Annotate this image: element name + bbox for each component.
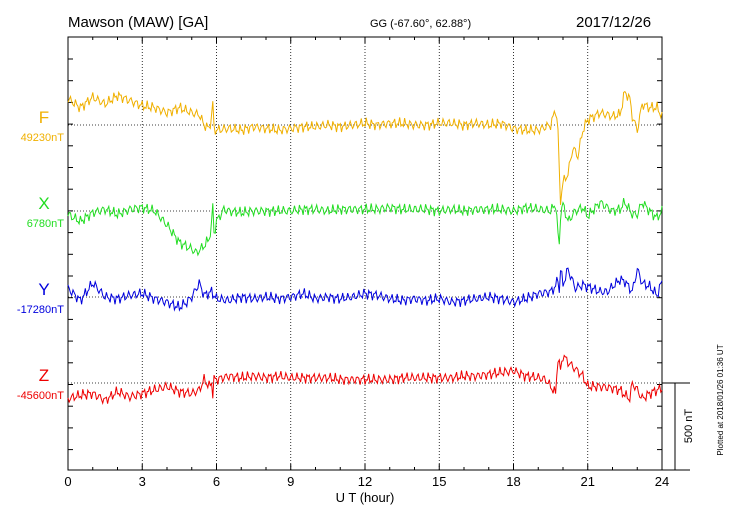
scale-bar-label: 500 nT [683,409,695,444]
x-tick-labels: 0 3 6 9 12 15 18 21 24 [64,474,669,489]
baseline-label-Y: -17280nT [17,304,64,316]
baseline-label-F: 49230nT [21,132,65,144]
x-tick-label-24: 24 [655,474,669,489]
series-lines [67,90,663,405]
channel-name-Y: Y [38,280,49,299]
x-tick-label-6: 6 [213,474,220,489]
x-tick-label-12: 12 [358,474,372,489]
x-tick-label-3: 3 [139,474,146,489]
x-tick-label-9: 9 [287,474,294,489]
channel-name-F: F [39,108,49,127]
baseline-label-Z: -45600nT [17,390,64,402]
x-tick-label-0: 0 [64,474,71,489]
vertical-gridlines [141,37,589,470]
baseline-label-X: 6780nT [27,218,65,230]
channel-labels: F 49230nT X 6780nT Y -17280nT Z -45600nT [17,108,64,402]
axis-ticks [67,37,663,470]
plotted-note: Plotted at 2018/01/26 01:36 UT [716,344,725,455]
station-title: Mawson (MAW) [GA] [68,14,208,31]
x-axis-label: U T (hour) [336,490,395,505]
channel-name-Z: Z [39,366,49,385]
channel-name-X: X [38,194,49,213]
x-tick-label-21: 21 [581,474,595,489]
date-label: 2017/12/26 [576,14,651,31]
coords-label: GG (-67.60°, 62.88°) [370,18,471,30]
series-line-X [67,198,663,257]
series-line-F [67,90,663,205]
series-line-Z [67,354,663,405]
x-tick-label-15: 15 [432,474,446,489]
x-tick-label-18: 18 [506,474,520,489]
scale-bar: 500 nT [662,382,695,471]
series-line-Y [67,267,663,312]
